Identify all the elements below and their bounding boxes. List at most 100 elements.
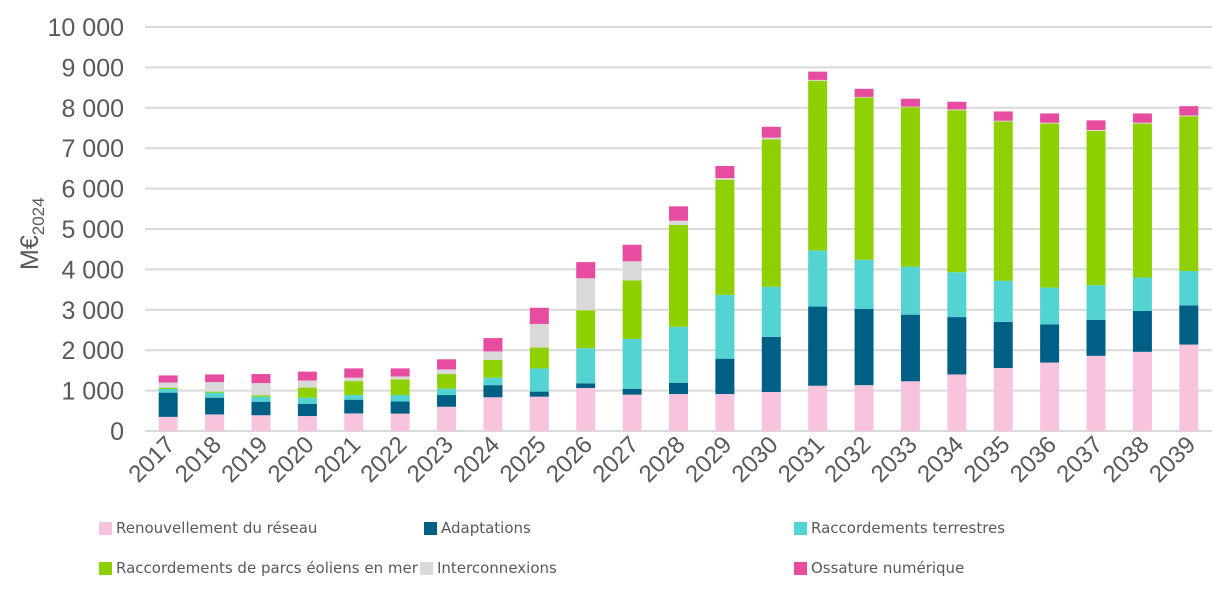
bar-segment bbox=[483, 397, 503, 431]
bar-segment bbox=[1179, 305, 1199, 345]
y-tick-label: 4 000 bbox=[61, 256, 124, 284]
legend-swatch bbox=[794, 521, 807, 535]
bar-segment bbox=[297, 397, 317, 404]
bar-segment bbox=[947, 317, 967, 375]
x-tick-label: 2025 bbox=[495, 431, 552, 488]
bar-stack-2023 bbox=[437, 359, 457, 431]
bar-segment bbox=[1040, 287, 1060, 325]
bar-segment bbox=[761, 392, 781, 431]
x-tick-label: 2018 bbox=[170, 431, 227, 488]
bar-segment bbox=[483, 338, 503, 352]
bar-segment bbox=[529, 347, 549, 369]
bar-segment bbox=[437, 359, 457, 370]
y-axis-label-main: M€ bbox=[16, 235, 44, 270]
bar-segment bbox=[761, 336, 781, 393]
bar-segment bbox=[1040, 362, 1060, 431]
bar-segment bbox=[622, 338, 642, 389]
bar-segment bbox=[1040, 324, 1060, 363]
bar-stack-2025 bbox=[529, 307, 549, 431]
legend-item-eoliens-en-mer: Raccordements de parcs éoliens en mer bbox=[99, 559, 418, 577]
x-tick-label: 2031 bbox=[773, 431, 830, 488]
bar-stack-2030 bbox=[761, 126, 781, 431]
bar-segment bbox=[205, 392, 225, 398]
bar-segment bbox=[669, 382, 688, 395]
legend-item-renouvellement: Renouvellement du réseau bbox=[99, 519, 317, 537]
bar-segment bbox=[158, 375, 178, 383]
bar-segment bbox=[854, 97, 874, 260]
bar-segment bbox=[205, 414, 225, 431]
bar-stack-2039 bbox=[1179, 106, 1199, 431]
bar-stack-2037 bbox=[1086, 120, 1106, 431]
bar-segment bbox=[761, 137, 781, 140]
bar-segment bbox=[715, 178, 735, 180]
bar-segment bbox=[761, 286, 781, 337]
bar-segment bbox=[251, 396, 271, 402]
bar-segment bbox=[483, 377, 503, 386]
bar-segment bbox=[993, 280, 1013, 322]
bar-segment bbox=[576, 310, 596, 349]
legend-swatch bbox=[424, 521, 437, 535]
bar-segment bbox=[900, 98, 920, 107]
bar-segment bbox=[1132, 311, 1152, 352]
bar-segment bbox=[947, 109, 967, 111]
legend-item-ossature-numerique: Ossature numérique bbox=[794, 559, 964, 577]
bar-segment bbox=[390, 368, 410, 377]
bar-segment bbox=[576, 383, 596, 388]
bar-segment bbox=[993, 120, 1013, 122]
bar-stack-2032 bbox=[854, 88, 874, 431]
y-axis-label: M€2024 bbox=[16, 197, 48, 270]
bar-segment bbox=[622, 261, 642, 281]
x-tick-label: 2023 bbox=[402, 431, 459, 488]
bar-segment bbox=[1179, 116, 1199, 272]
bar-segment bbox=[205, 374, 225, 383]
x-tick-label: 2028 bbox=[634, 431, 691, 488]
bar-segment bbox=[900, 107, 920, 267]
bar-segment bbox=[993, 121, 1013, 281]
bar-stack-2028 bbox=[669, 206, 688, 431]
bar-segment bbox=[344, 377, 364, 382]
bar-stack-2020 bbox=[297, 371, 317, 431]
bar-stack-2022 bbox=[390, 368, 410, 431]
bar-segment bbox=[761, 126, 781, 138]
bar-segment bbox=[900, 381, 920, 431]
bar-segment bbox=[390, 395, 410, 402]
bar-segment bbox=[390, 413, 410, 431]
x-tick-label: 2030 bbox=[727, 431, 784, 488]
y-tick-label: 5 000 bbox=[61, 216, 124, 244]
legend-swatch bbox=[99, 561, 112, 575]
y-tick-label: 8 000 bbox=[61, 95, 124, 123]
x-tick-label: 2029 bbox=[680, 431, 737, 488]
bar-segment bbox=[1179, 344, 1199, 431]
x-tick-label: 2022 bbox=[356, 431, 413, 488]
x-axis-ticks: 2017201820192020202120222023202420252026… bbox=[124, 431, 1201, 488]
bar-segment bbox=[529, 396, 549, 431]
bar-segment bbox=[900, 314, 920, 382]
bar-stack-2017 bbox=[158, 375, 178, 431]
bar-segment bbox=[297, 416, 317, 431]
bar-segment bbox=[808, 71, 828, 80]
bar-segment bbox=[761, 139, 781, 287]
bar-stack-2019 bbox=[251, 374, 271, 431]
bar-segment bbox=[1179, 271, 1199, 306]
bar-segment bbox=[437, 374, 457, 389]
bar-segment bbox=[483, 359, 503, 378]
bar-segment bbox=[715, 179, 735, 295]
bar-segment bbox=[344, 395, 364, 400]
bar-segment bbox=[993, 367, 1013, 431]
bar-segment bbox=[390, 379, 410, 396]
bar-segment bbox=[1040, 123, 1060, 288]
x-tick-label: 2026 bbox=[541, 431, 598, 488]
x-tick-label: 2027 bbox=[588, 431, 645, 488]
bar-segment bbox=[715, 394, 735, 431]
bar-segment bbox=[900, 106, 920, 108]
bar-segment bbox=[669, 206, 688, 221]
bar-segment bbox=[993, 111, 1013, 121]
bar-segment bbox=[576, 387, 596, 431]
bar-segment bbox=[483, 351, 503, 360]
bar-segment bbox=[669, 394, 688, 431]
bar-segment bbox=[947, 374, 967, 431]
bar-segment bbox=[297, 387, 317, 398]
y-tick-label: 7 000 bbox=[61, 135, 124, 163]
bar-segment bbox=[344, 413, 364, 431]
bar-segment bbox=[205, 382, 225, 392]
